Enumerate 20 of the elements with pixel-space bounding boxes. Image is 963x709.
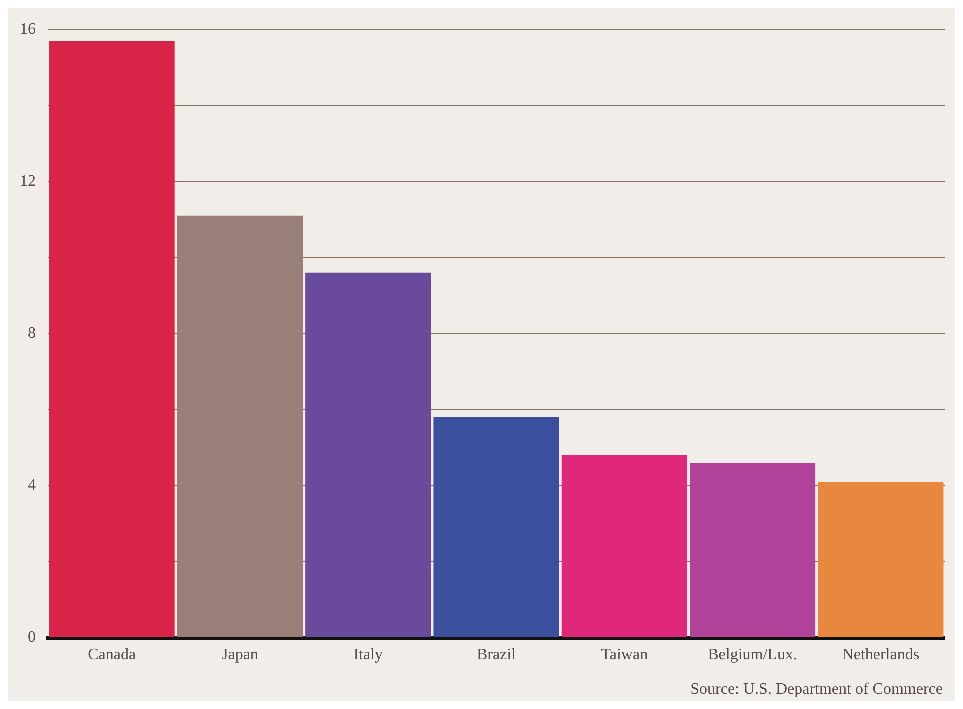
x-tick-label: Taiwan <box>601 646 648 664</box>
bar <box>562 455 688 638</box>
source-note: Source: U.S. Department of Commerce <box>690 681 943 699</box>
x-tick-label: Italy <box>354 646 384 664</box>
y-tick-label: 8 <box>28 324 36 342</box>
y-tick-label: 0 <box>28 629 36 646</box>
y-tick-label: 4 <box>28 476 36 494</box>
x-tick-label: Japan <box>222 646 258 664</box>
x-tick-label: Belgium/Lux. <box>708 646 798 664</box>
bar <box>818 482 944 638</box>
x-tick-label: Brazil <box>476 646 517 664</box>
y-tick-label: 16 <box>20 20 36 38</box>
bar <box>306 272 432 638</box>
x-tick-label: Netherlands <box>842 646 920 664</box>
bar <box>49 41 175 638</box>
bar <box>434 417 560 638</box>
bar <box>177 216 304 638</box>
y-tick-label: 12 <box>20 172 36 190</box>
bar <box>690 462 816 638</box>
x-tick-label: Canada <box>88 646 136 664</box>
